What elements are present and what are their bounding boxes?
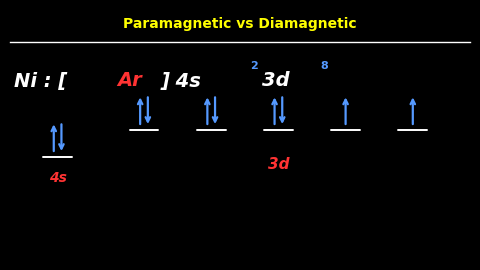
- Text: Paramagnetic vs Diamagnetic: Paramagnetic vs Diamagnetic: [123, 17, 357, 31]
- Text: 2: 2: [251, 61, 258, 71]
- Text: 8: 8: [321, 61, 328, 71]
- Text: 3d: 3d: [268, 157, 289, 172]
- Text: ] 4s: ] 4s: [161, 72, 202, 90]
- Text: Ar: Ar: [118, 72, 143, 90]
- Text: 4s: 4s: [48, 171, 67, 185]
- Text: 3d: 3d: [262, 72, 289, 90]
- Text: Ni : [: Ni : [: [14, 72, 68, 90]
